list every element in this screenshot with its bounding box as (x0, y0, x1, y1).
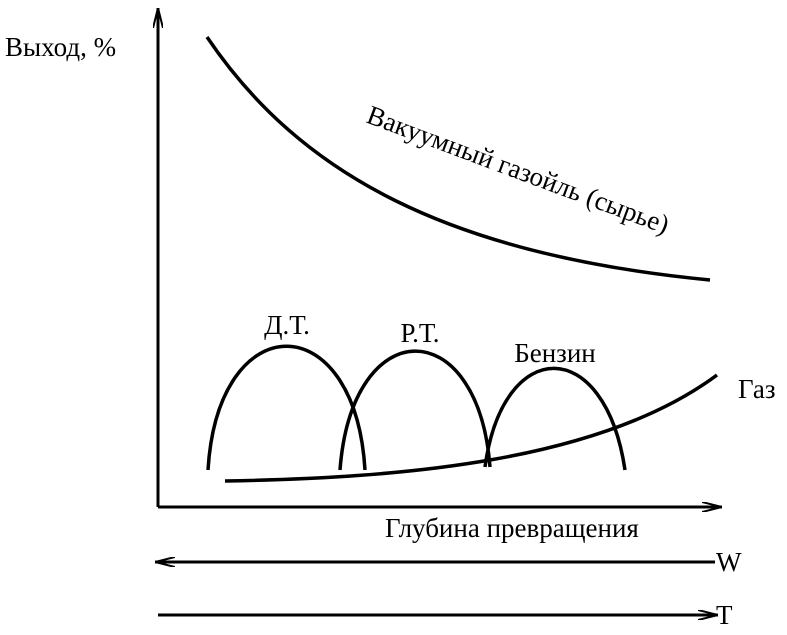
gasoline-label: Бензин (514, 338, 596, 368)
gas-curve (224, 373, 719, 483)
x-axis-label: Глубина превращения (385, 513, 639, 543)
t-label: T (716, 600, 733, 630)
jet-curve (338, 349, 492, 471)
gasoline-curve (483, 366, 627, 471)
jet-label: Р.Т. (401, 318, 440, 348)
feed-curve (205, 36, 711, 282)
y-axis-label: Выход, % (5, 32, 116, 62)
feed-label: Вакуумный газойль (сырье) (363, 100, 673, 240)
gas-label: Газ (738, 374, 776, 404)
diesel-curve (206, 344, 367, 471)
diesel-label: Д.Т. (264, 310, 310, 340)
w-label: W (716, 547, 742, 577)
